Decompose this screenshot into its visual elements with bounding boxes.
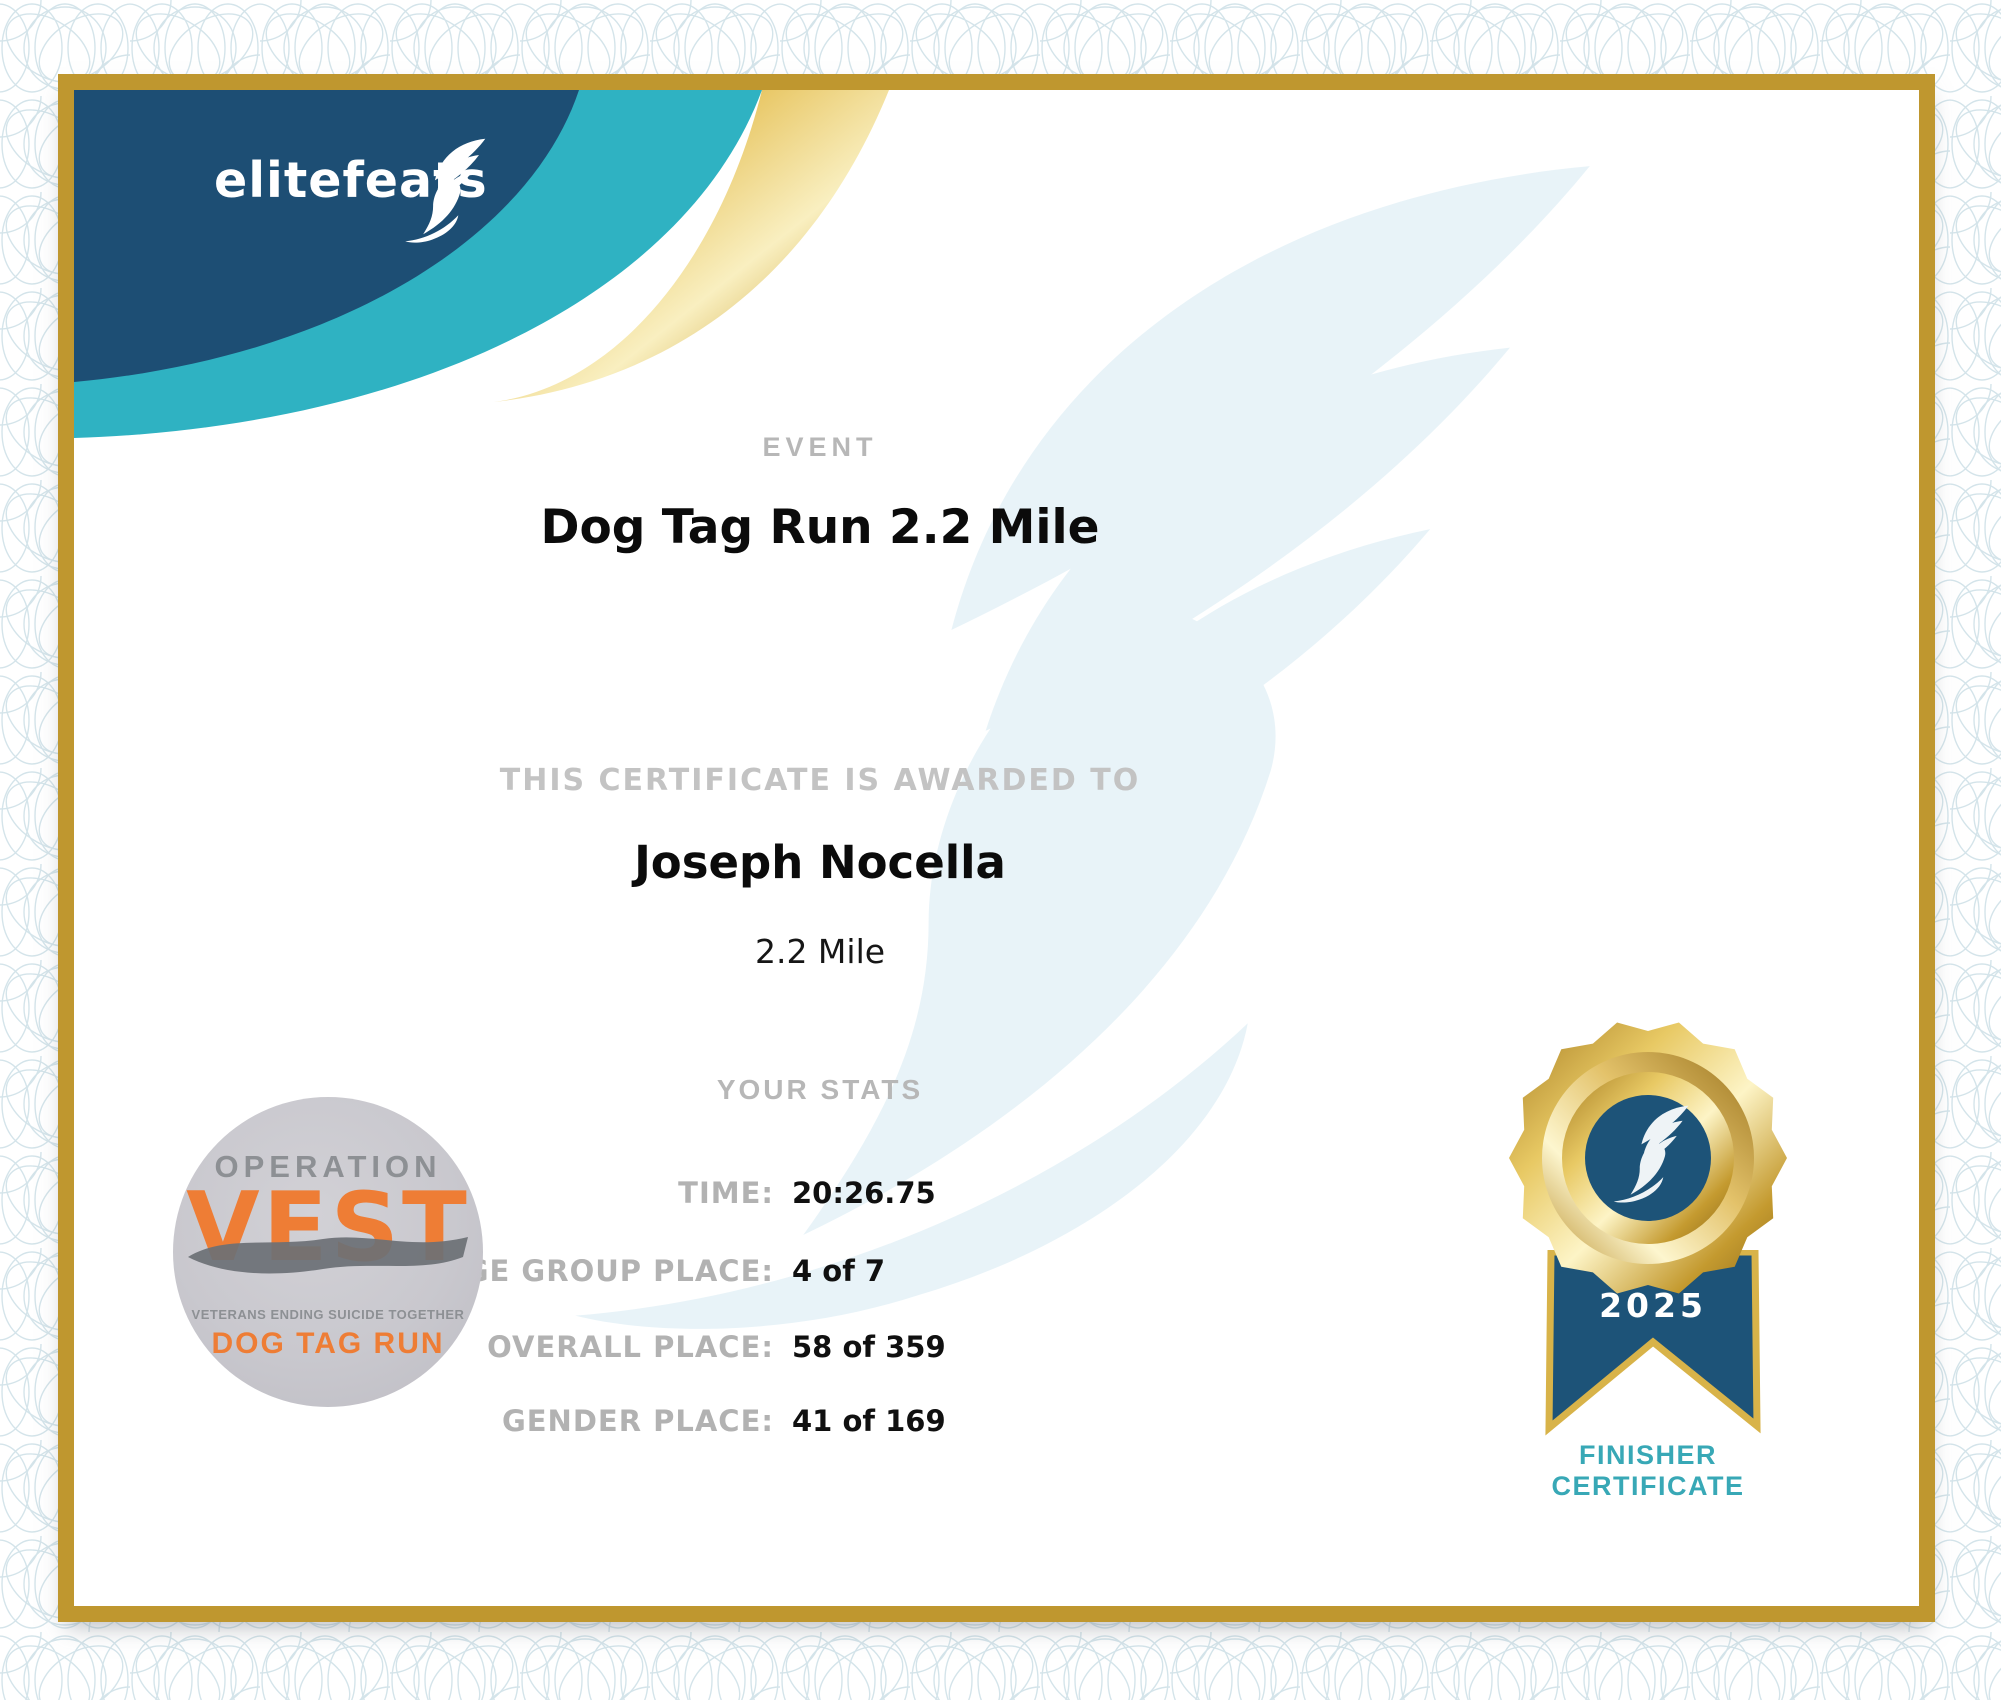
stat-row-age-group-place: AGE GROUP PLACE: 4 of 7: [74, 1254, 1919, 1288]
stat-value: 20:26.75: [792, 1176, 936, 1210]
badge-rosette-medal: [1509, 1022, 1787, 1294]
operation-vest-logo: OPERATION VEST VETERANS ENDING SUICIDE T…: [173, 1097, 483, 1407]
award-distance: 2.2 Mile: [754, 932, 886, 971]
winged-foot-watermark-icon: [575, 166, 1590, 1329]
dog-tag-run-text: DOG TAG RUN: [211, 1327, 445, 1360]
stat-row-time: TIME: 20:26.75: [74, 1176, 1919, 1210]
stat-row-overall-place: OVERALL PLACE: 58 of 359: [74, 1330, 1919, 1364]
event-name: Dog Tag Run 2.2 Mile: [540, 500, 1100, 555]
stat-value: 41 of 169: [792, 1404, 946, 1438]
stat-label: AGE GROUP PLACE:: [441, 1254, 774, 1288]
winged-foot-logo-icon: [405, 138, 486, 243]
stat-value: 4 of 7: [792, 1254, 886, 1288]
event-label: EVENT: [762, 432, 878, 462]
recipient-name: Joseph Nocella: [634, 836, 1006, 889]
stat-value: 58 of 359: [792, 1330, 946, 1364]
operation-text: OPERATION: [214, 1149, 442, 1184]
winged-foot-medal-icon: [1613, 1105, 1689, 1203]
certificate-frame: elitefeats EVENT Dog Tag Run 2.2 Mile TH…: [58, 74, 1935, 1622]
stat-row-gender-place: GENDER PLACE: 41 of 169: [74, 1404, 1919, 1438]
stat-label: OVERALL PLACE:: [487, 1330, 774, 1364]
stat-label: GENDER PLACE:: [501, 1404, 774, 1438]
finisher-caption: FINISHER CERTIFICATE: [1478, 1440, 1818, 1502]
veterans-tagline: VETERANS ENDING SUICIDE TOGETHER: [191, 1307, 465, 1322]
finisher-caption-line2: CERTIFICATE: [1551, 1471, 1745, 1501]
stat-label: TIME:: [678, 1176, 774, 1210]
long-island-silhouette-icon: [188, 1237, 468, 1274]
stats-heading: YOUR STATS: [716, 1074, 924, 1105]
finisher-caption-line1: FINISHER: [1578, 1440, 1717, 1470]
awarded-intro: THIS CERTIFICATE IS AWARDED TO: [499, 763, 1141, 798]
